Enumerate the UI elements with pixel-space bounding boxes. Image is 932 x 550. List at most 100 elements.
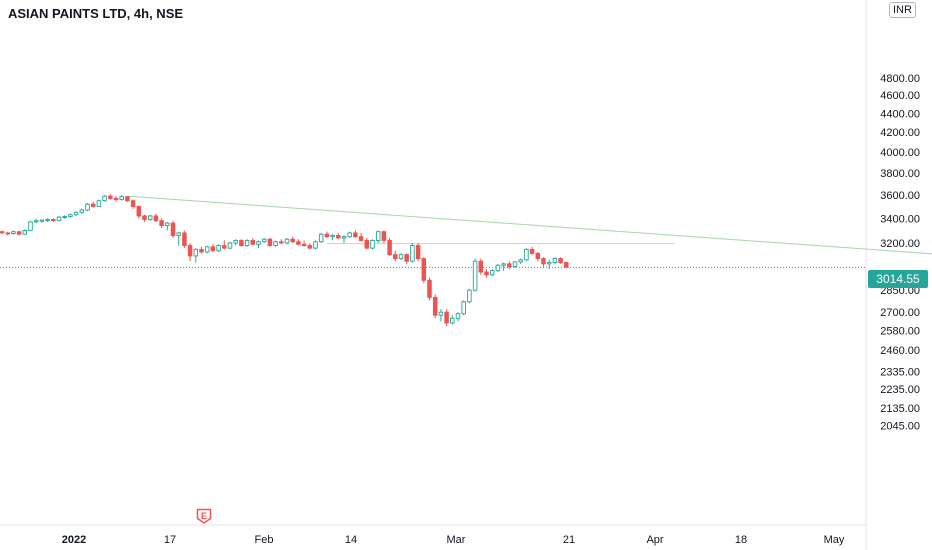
candle — [227, 241, 233, 250]
candle — [438, 309, 444, 322]
candle — [524, 248, 529, 262]
candle — [119, 195, 124, 201]
candle — [518, 258, 523, 264]
candle — [62, 215, 67, 219]
earnings-flag-icon[interactable]: E — [196, 508, 212, 524]
candle — [535, 252, 541, 262]
candle — [96, 199, 102, 208]
candle — [39, 219, 45, 223]
candle — [410, 243, 415, 263]
candle — [489, 269, 495, 277]
candle — [11, 230, 16, 235]
candle — [244, 239, 250, 247]
y-axis: 4800.00 4600.00 4400.00 4200.00 4000.00 3800.… — [880, 73, 920, 433]
candle — [336, 232, 341, 240]
y-tick-label-0: 4800.00 — [880, 73, 920, 85]
candle — [279, 239, 284, 245]
y-tick-label-4: 4000.00 — [880, 147, 920, 159]
candle — [495, 263, 501, 273]
candle — [387, 237, 392, 256]
candle — [546, 259, 552, 270]
y-tick-label-6: 3600.00 — [880, 190, 920, 202]
candle — [558, 257, 563, 264]
x-tick-label-3: 14 — [345, 534, 357, 546]
candle — [347, 231, 352, 238]
candle — [353, 230, 358, 238]
candle — [136, 205, 142, 219]
candle — [501, 262, 506, 271]
candle — [176, 231, 181, 246]
candle — [364, 237, 370, 250]
candle — [5, 231, 10, 236]
x-tick-label-1: 17 — [164, 534, 176, 546]
candle — [45, 218, 50, 222]
candle — [330, 234, 335, 241]
candle — [432, 294, 438, 319]
x-tick-label-2: Feb — [255, 534, 274, 546]
candle — [284, 237, 290, 245]
x-tick-label-5: 21 — [563, 534, 575, 546]
y-tick-label-17: 2045.00 — [880, 420, 920, 432]
candle — [393, 250, 398, 262]
earnings-flag-label: E — [201, 511, 207, 521]
candle — [125, 196, 130, 202]
candle — [375, 230, 381, 243]
candle — [318, 232, 324, 243]
y-tick-label-15: 2235.00 — [880, 384, 920, 396]
candle — [529, 246, 535, 255]
candle — [370, 239, 375, 250]
x-tick-label-6: Apr — [646, 534, 663, 546]
candle — [216, 244, 221, 253]
candle — [256, 240, 261, 249]
candle — [415, 243, 421, 262]
candle — [193, 248, 199, 263]
candle — [564, 261, 569, 268]
candle — [233, 239, 238, 246]
current-price-badge: 3014.55 — [868, 270, 928, 288]
candle — [273, 240, 278, 247]
candle — [552, 257, 558, 264]
candle — [444, 309, 449, 327]
y-tick-label-2: 4400.00 — [880, 108, 920, 120]
candle — [147, 214, 153, 221]
candle — [484, 269, 489, 278]
candle — [159, 218, 164, 229]
candle — [290, 236, 295, 243]
candle — [85, 203, 90, 212]
candle — [51, 218, 56, 222]
y-tick-label-1: 4600.00 — [880, 90, 920, 102]
candle — [90, 201, 96, 208]
candle — [33, 218, 39, 224]
candle — [22, 229, 28, 235]
candle — [427, 277, 432, 301]
candle — [56, 215, 62, 222]
candle — [79, 208, 85, 214]
y-tick-label-10: 2850.00 — [880, 285, 920, 297]
y-tick-label-11: 2700.00 — [880, 307, 920, 319]
candle — [324, 231, 330, 238]
candle — [381, 230, 387, 243]
y-tick-label-16: 2135.00 — [880, 403, 920, 415]
candle — [210, 244, 216, 253]
candle — [507, 261, 512, 270]
candle — [153, 213, 159, 222]
x-tick-label-7: 18 — [735, 534, 747, 546]
y-tick-label-8: 3200.00 — [880, 238, 920, 250]
y-tick-label-13: 2460.00 — [880, 345, 920, 357]
candle — [313, 240, 318, 250]
candle — [199, 246, 204, 254]
x-axis: 2022 17 Feb 14 Mar 21 Apr 18 May — [62, 534, 845, 546]
x-tick-label-0: 2022 — [62, 534, 86, 546]
candle — [421, 257, 427, 284]
x-tick-label-8: May — [824, 534, 845, 546]
currency-unit-label[interactable]: INR — [889, 2, 916, 18]
candle — [16, 231, 22, 236]
candle — [358, 232, 364, 242]
candle — [455, 312, 461, 322]
candle — [68, 213, 73, 218]
drawings — [0, 195, 932, 268]
candle — [165, 221, 170, 231]
candle — [204, 245, 210, 254]
